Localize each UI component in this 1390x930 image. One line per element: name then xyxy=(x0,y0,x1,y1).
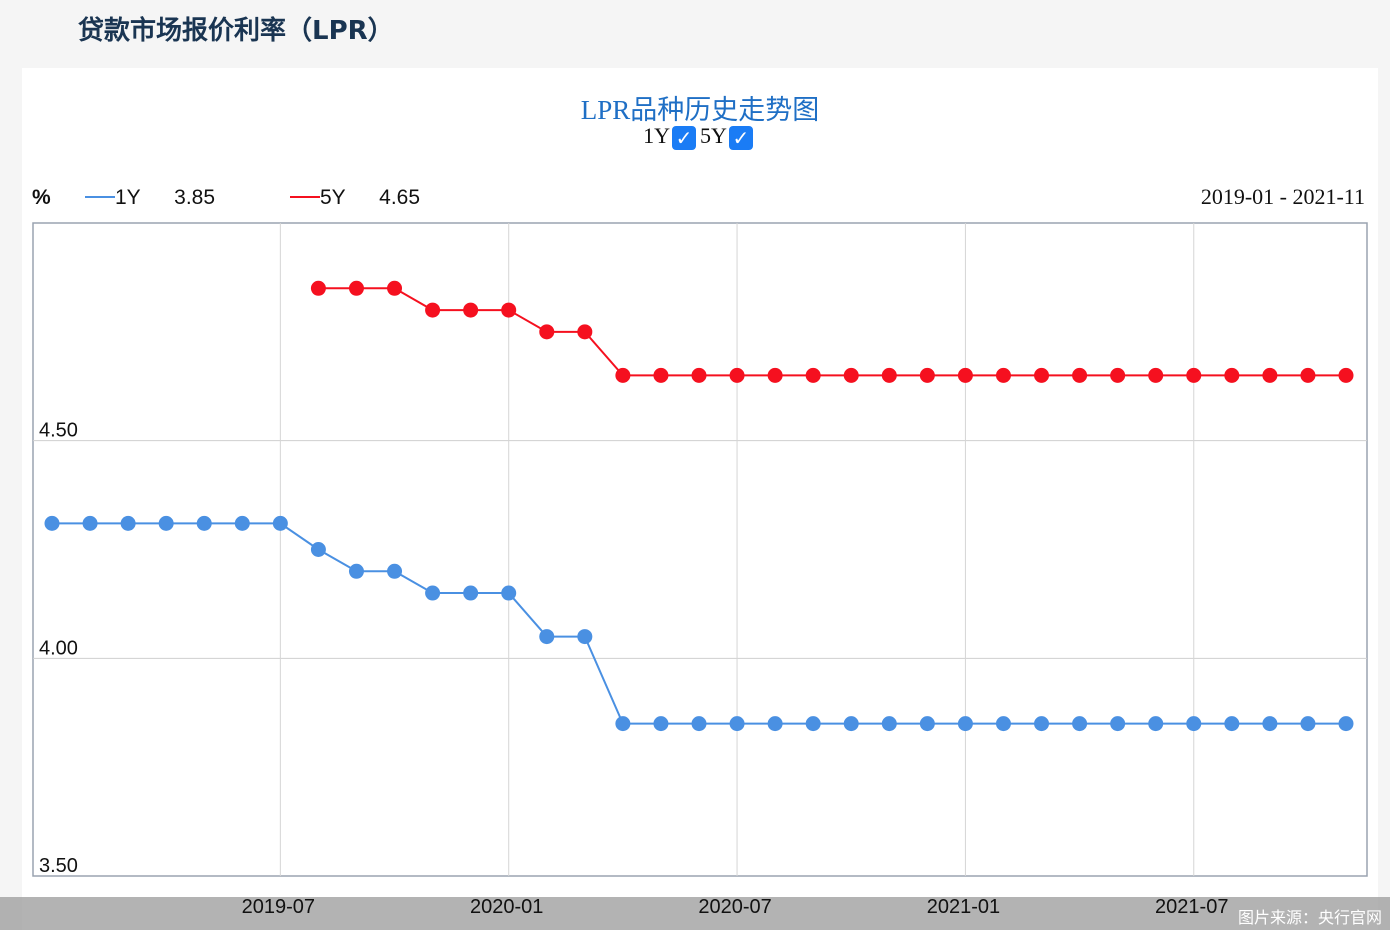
legend-label-1y: 1Y xyxy=(115,186,141,209)
legend-item-1y[interactable]: 1Y 3.85 xyxy=(85,186,215,210)
data-point-1y xyxy=(44,515,60,531)
data-point-1y xyxy=(501,585,517,601)
data-point-1y xyxy=(1110,716,1126,732)
data-point-5y xyxy=(615,367,631,383)
data-point-1y xyxy=(1186,716,1202,732)
data-point-5y xyxy=(1338,367,1354,383)
data-point-5y xyxy=(1300,367,1316,383)
data-point-1y xyxy=(843,716,859,732)
data-point-1y xyxy=(957,716,973,732)
data-point-5y xyxy=(1034,367,1050,383)
data-point-1y xyxy=(425,585,441,601)
data-point-1y xyxy=(1262,716,1278,732)
page-title: 贷款市场报价利率（LPR） xyxy=(78,16,394,46)
legend-value-1y: 3.85 xyxy=(174,186,216,209)
data-point-1y xyxy=(767,716,783,732)
data-point-5y xyxy=(767,367,783,383)
unit-label: % xyxy=(32,186,51,209)
series-line-5y xyxy=(318,287,1346,377)
data-point-5y xyxy=(995,367,1011,383)
data-point-5y xyxy=(577,324,593,340)
data-point-1y xyxy=(995,716,1011,732)
data-point-1y xyxy=(120,515,136,531)
toggle-5y-label: 5Y xyxy=(700,123,727,148)
legend-item-5y[interactable]: 5Y 4.65 xyxy=(290,186,420,210)
data-point-1y xyxy=(387,563,403,579)
data-point-1y xyxy=(82,515,98,531)
data-point-1y xyxy=(158,515,174,531)
data-point-5y xyxy=(729,367,745,383)
data-point-5y xyxy=(653,367,669,383)
data-point-1y xyxy=(310,542,326,557)
data-point-1y xyxy=(1338,716,1354,732)
data-point-1y xyxy=(1148,716,1164,732)
y-tick-label: 4.00 xyxy=(39,637,78,659)
chart-title: LPR品种历史走势图 xyxy=(580,95,820,125)
data-point-1y xyxy=(1034,716,1050,732)
data-point-1y xyxy=(881,716,897,732)
data-point-1y xyxy=(805,716,821,732)
date-range: 2019-01 - 2021-11 xyxy=(1200,184,1365,209)
data-point-1y xyxy=(691,716,707,732)
data-point-1y xyxy=(234,515,250,531)
toggle-1y-label: 1Y xyxy=(643,123,670,148)
data-point-1y xyxy=(463,585,479,601)
data-point-1y xyxy=(577,629,593,645)
series-toggles: 1Y ✓ 5Y ✓ xyxy=(0,123,1390,150)
toggle-5y-checkbox[interactable]: ✓ xyxy=(728,126,753,150)
data-point-1y xyxy=(196,515,212,531)
data-point-5y xyxy=(463,302,479,318)
data-point-1y xyxy=(1300,716,1316,732)
data-point-1y xyxy=(539,629,555,645)
data-point-5y xyxy=(1072,367,1088,383)
legend-value-5y: 4.65 xyxy=(379,186,421,209)
data-point-5y xyxy=(539,324,555,340)
data-point-1y xyxy=(348,563,364,579)
footer-bar xyxy=(0,897,1390,930)
data-point-5y xyxy=(387,280,403,296)
data-point-5y xyxy=(805,367,821,383)
data-point-1y xyxy=(1072,716,1088,732)
legend-line-5y xyxy=(290,196,320,198)
data-point-5y xyxy=(348,280,364,296)
data-point-5y xyxy=(843,367,859,383)
data-point-1y xyxy=(919,716,935,732)
data-point-5y xyxy=(1262,367,1278,383)
data-point-5y xyxy=(501,302,517,318)
data-point-1y xyxy=(653,716,669,732)
data-point-5y xyxy=(1110,367,1126,383)
plot-area xyxy=(32,222,1368,877)
legend-label-5y: 5Y xyxy=(320,186,346,209)
data-point-5y xyxy=(1224,367,1240,383)
data-point-5y xyxy=(919,367,935,383)
toggle-1y-checkbox[interactable]: ✓ xyxy=(672,126,696,150)
data-point-5y xyxy=(425,302,441,318)
image-source: 图片来源：央行官网 xyxy=(1237,908,1382,927)
data-point-1y xyxy=(615,716,631,732)
data-point-5y xyxy=(881,367,897,383)
data-point-5y xyxy=(1148,367,1164,383)
data-point-1y xyxy=(272,515,288,531)
data-point-1y xyxy=(1224,716,1240,732)
data-point-5y xyxy=(691,367,707,383)
data-point-5y xyxy=(310,280,326,296)
data-point-5y xyxy=(1186,367,1202,383)
data-point-5y xyxy=(957,367,973,383)
y-tick-label: 4.50 xyxy=(39,420,78,442)
y-tick-label: 3.50 xyxy=(39,855,78,877)
legend-line-1y xyxy=(85,196,115,198)
data-point-1y xyxy=(729,716,745,732)
